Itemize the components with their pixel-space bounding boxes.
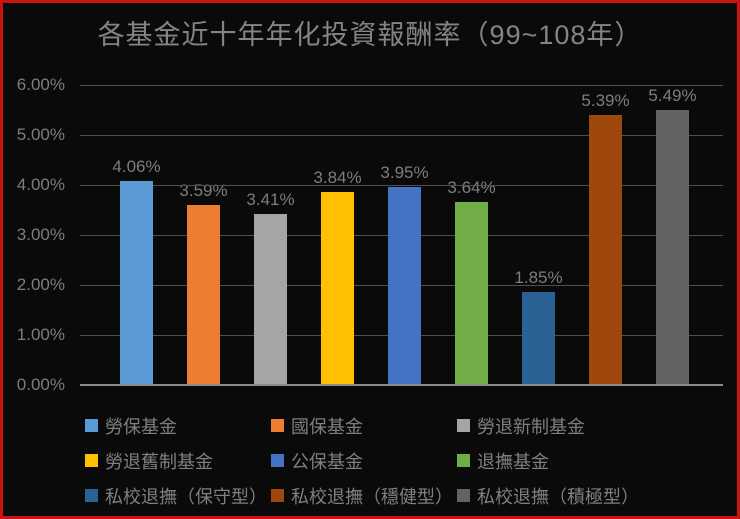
bar-3 xyxy=(254,213,287,384)
legend-item-label: 私校退撫（保守型） xyxy=(105,486,267,507)
legend-item: 公保基金 xyxy=(271,449,457,472)
gridline xyxy=(80,85,723,86)
y-axis-tick-label: 2.00% xyxy=(16,275,65,294)
legend-item-label: 退撫基金 xyxy=(477,451,549,472)
bar-value-label: 3.41% xyxy=(246,189,295,209)
legend-item: 勞退舊制基金 xyxy=(85,449,271,472)
chart-title: 各基金近十年年化投資報酬率（99~108年） xyxy=(97,20,643,50)
legend-swatch-icon xyxy=(271,454,284,467)
legend-swatch-icon xyxy=(85,489,98,502)
gridline xyxy=(80,185,723,186)
legend-item-label: 私校退撫（積極型） xyxy=(477,486,639,507)
legend-item: 勞保基金 xyxy=(85,414,271,437)
bar-4 xyxy=(321,192,354,384)
plot-area: 4.06% 3.59% 3.41% 3.84% 3.95% 3.64% 1.85% 5.39%… xyxy=(80,85,723,386)
bar-value-label: 1.85% xyxy=(514,267,563,287)
legend-swatch-icon xyxy=(457,454,470,467)
legend-item: 勞退新制基金 xyxy=(457,414,721,437)
legend-item: 私校退撫（保守型） xyxy=(85,484,271,507)
legend-item-label: 私校退撫（穩健型） xyxy=(291,486,453,507)
y-axis-tick-label: 4.00% xyxy=(16,175,65,194)
legend-item: 私校退撫（積極型） xyxy=(457,484,721,507)
legend-item-label: 勞退新制基金 xyxy=(477,416,585,437)
legend-swatch-icon xyxy=(271,489,284,502)
legend-item-label: 勞保基金 xyxy=(105,416,177,437)
legend-swatch-icon xyxy=(271,419,284,432)
legend-item-label: 公保基金 xyxy=(291,451,363,472)
bar-9 xyxy=(656,109,689,384)
gridline xyxy=(80,135,723,136)
bar-value-label: 4.06% xyxy=(112,157,161,176)
y-axis-tick-label: 0.00% xyxy=(16,375,65,394)
y-axis-tick-label: 1.00% xyxy=(16,325,65,344)
y-axis-tick-label: 5.00% xyxy=(16,125,65,144)
legend: 勞保基金 國保基金 勞退新制基金勞退舊制基金 公保基金 退撫基金私校退撫（保守型） 私校退… xyxy=(85,414,721,507)
bar-value-label: 3.95% xyxy=(380,162,429,182)
legend-swatch-icon xyxy=(85,419,98,432)
legend-swatch-icon xyxy=(85,454,98,467)
bar-value-label: 3.64% xyxy=(447,178,496,197)
x-axis-line xyxy=(80,384,723,386)
legend-swatch-icon xyxy=(457,419,470,432)
bar-1 xyxy=(120,181,153,384)
bar-value-label: 5.39% xyxy=(581,90,630,110)
legend-item-label: 勞退舊制基金 xyxy=(105,451,213,472)
legend-item: 私校退撫（穩健型） xyxy=(271,484,457,507)
bar-6 xyxy=(455,202,488,384)
legend-swatch-icon xyxy=(457,489,470,502)
bar-value-label: 5.49% xyxy=(648,85,697,105)
bar-value-label: 3.84% xyxy=(313,168,362,187)
bar-7 xyxy=(522,291,555,384)
legend-item-label: 國保基金 xyxy=(291,416,363,437)
bar-2 xyxy=(187,204,220,384)
bar-8 xyxy=(589,114,622,384)
y-axis-tick-label: 6.00% xyxy=(16,75,65,94)
y-axis-tick-label: 3.00% xyxy=(16,225,65,244)
bar-5 xyxy=(388,186,421,384)
legend-item: 退撫基金 xyxy=(457,449,721,472)
legend-item: 國保基金 xyxy=(271,414,457,437)
